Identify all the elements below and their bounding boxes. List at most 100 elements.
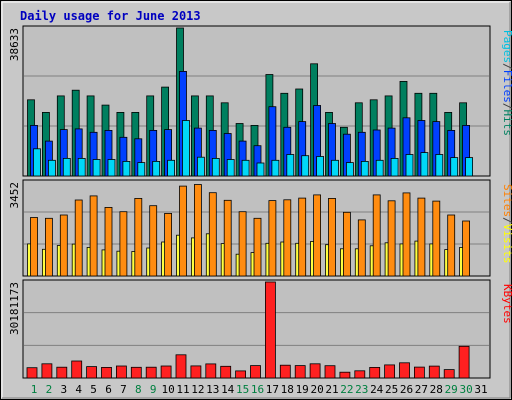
x-tick-label: 15	[236, 383, 249, 396]
bar-pages	[390, 157, 399, 177]
bar-sites	[342, 211, 351, 277]
bar-pages	[286, 154, 295, 177]
bar-sites	[179, 185, 187, 277]
bar-pages	[211, 157, 220, 177]
bar-pages	[360, 160, 369, 177]
bar-sites	[283, 199, 292, 277]
legend-entry: KBytes	[501, 284, 512, 324]
x-tick-label: 28	[430, 383, 443, 396]
x-tick-label: 19	[296, 383, 309, 396]
bar-pages	[271, 159, 280, 177]
bar-sites	[238, 211, 247, 277]
bar-pages	[33, 148, 41, 177]
x-tick-label: 18	[281, 383, 294, 396]
bar-pages	[316, 156, 325, 177]
bar-sites	[447, 214, 456, 277]
bar-kbytes	[324, 365, 336, 379]
bar-kbytes	[190, 365, 202, 379]
bar-sites	[45, 217, 53, 277]
bar-sites	[134, 197, 143, 277]
bar-pages	[405, 154, 414, 177]
bar-pages	[196, 156, 205, 177]
bar-pages	[122, 160, 131, 177]
bar-kbytes	[56, 366, 68, 379]
panel-visits-sites: 3452 Sites/Visits	[8, 179, 512, 277]
bar-pages	[152, 160, 161, 177]
bar-sites	[164, 212, 173, 277]
bar-kbytes	[220, 365, 232, 379]
bar-sites	[104, 206, 113, 277]
chart-panels: 38633Pages/Files/Hits3452Sites/Visits301…	[8, 25, 512, 379]
series-pages	[33, 120, 474, 177]
bar-sites	[89, 195, 98, 277]
y-max-label: 30181173	[8, 282, 21, 335]
x-tick-label: 23	[355, 383, 368, 396]
series-sites	[30, 184, 471, 277]
legend-entry: Sites	[501, 184, 512, 217]
bar-kbytes	[175, 354, 187, 379]
bar-sites	[387, 200, 396, 277]
x-tick-label: 29	[445, 383, 458, 396]
bar-sites	[253, 217, 262, 277]
bar-pages	[331, 159, 339, 177]
bar-kbytes	[399, 362, 410, 379]
bar-pages	[256, 162, 265, 177]
legend-entry: Hits	[501, 110, 512, 137]
legend-entry: Files	[501, 70, 512, 103]
bar-kbytes	[264, 281, 276, 379]
bar-kbytes	[130, 366, 142, 379]
bar-pages	[435, 154, 444, 177]
bar-sites	[119, 211, 128, 277]
bar-kbytes	[26, 367, 38, 379]
x-tick-label: 1	[31, 383, 38, 396]
bar-kbytes	[101, 366, 112, 379]
x-tick-label: 22	[340, 383, 353, 396]
x-tick-label: 4	[75, 383, 82, 396]
bar-sites	[357, 219, 366, 277]
legend-entry: /	[501, 217, 512, 224]
x-tick-label: 27	[415, 383, 428, 396]
x-tick-label: 2	[46, 383, 53, 396]
bar-kbytes	[250, 365, 261, 379]
bar-kbytes	[458, 345, 470, 379]
bar-sites	[328, 197, 336, 277]
y-max-label: 38633	[8, 28, 21, 61]
legend-entry: /	[501, 63, 512, 70]
x-tick-label: 12	[191, 383, 204, 396]
series-kbytes	[26, 281, 470, 379]
bar-kbytes	[354, 370, 366, 379]
bar-pages	[92, 159, 101, 177]
bar-pages	[107, 159, 116, 177]
bar-pages	[375, 159, 384, 177]
x-tick-label: 11	[176, 383, 189, 396]
x-tick-label: 24	[370, 383, 384, 396]
bar-pages	[137, 162, 146, 177]
x-tick-label: 26	[400, 383, 413, 396]
panel-legend: KBytes	[501, 284, 512, 324]
bar-sites	[298, 197, 307, 277]
x-tick-label: 10	[161, 383, 174, 396]
panel-legend: Sites/Visits	[501, 184, 512, 264]
x-tick-label: 14	[221, 383, 235, 396]
panel-kbytes: 30181173 KBytes	[8, 279, 512, 379]
x-tick-label: 31	[474, 383, 487, 396]
bar-sites	[59, 214, 68, 277]
panel-legend: Pages/Files/Hits	[501, 30, 512, 136]
bar-sites	[30, 217, 38, 277]
bar-kbytes	[41, 363, 53, 379]
bar-kbytes	[339, 371, 351, 379]
x-tick-label: 16	[251, 383, 264, 396]
bar-kbytes	[279, 364, 291, 379]
x-tick-label: 21	[325, 383, 338, 396]
bar-pages	[182, 120, 190, 177]
bar-pages	[345, 162, 354, 177]
x-tick-label: 13	[206, 383, 219, 396]
bar-pages	[420, 152, 429, 177]
bar-kbytes	[160, 365, 172, 379]
bar-sites	[149, 205, 158, 277]
bar-sites	[74, 199, 83, 277]
bar-kbytes	[145, 366, 157, 379]
x-tick-label: 5	[90, 383, 97, 396]
